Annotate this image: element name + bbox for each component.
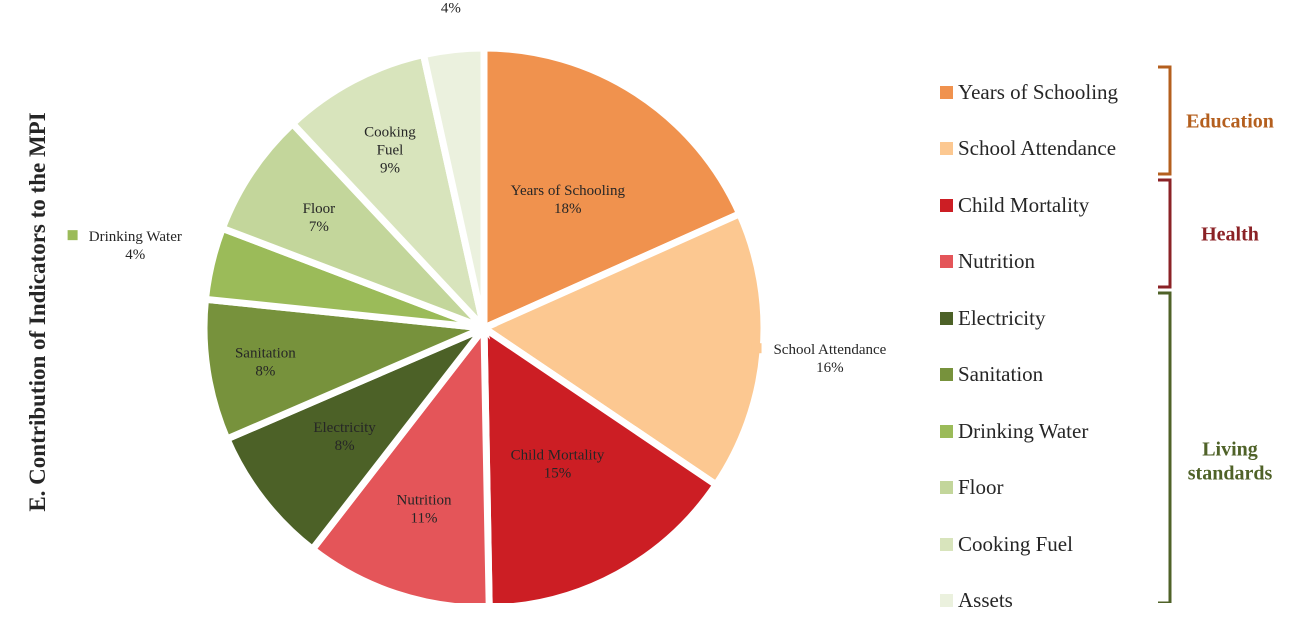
legend: Years of Schooling School Attendance Child… [940, 64, 1118, 629]
legend-swatch [940, 312, 953, 325]
data-label-percent: 18% [554, 201, 582, 217]
data-label-assets: Assets4% [412, 0, 471, 17]
legend-swatch [940, 425, 953, 438]
data-label-drinking-water: Drinking Water 4% [68, 229, 182, 263]
data-label-school-attendance: School Attendance 16% [752, 342, 887, 376]
data-label-name: Years of Schooling [511, 183, 626, 199]
legend-swatch [940, 199, 953, 212]
svg-text:Living: Living [1202, 439, 1258, 461]
legend-label: Electricity [958, 306, 1045, 331]
svg-text:Health: Health [1201, 224, 1259, 246]
data-label-marker [752, 343, 762, 353]
data-label-percent: 9% [380, 161, 400, 177]
data-label-name: Sanitation [235, 346, 296, 362]
data-label-percent: 8% [255, 364, 275, 380]
legend-label: Floor [958, 475, 1004, 500]
legend-item-child-mortality: Child Mortality [940, 177, 1118, 234]
legend-item-assets: Assets [940, 573, 1118, 629]
legend-item-sanitation: Sanitation [940, 347, 1118, 404]
legend-item-years-of-schooling: Years of Schooling [940, 64, 1118, 121]
legend-swatch [940, 142, 953, 155]
legend-swatch [940, 538, 953, 551]
svg-text:Education: Education [1186, 111, 1274, 133]
data-label-name: Fuel [377, 143, 404, 159]
legend-item-electricity: Electricity [940, 290, 1118, 347]
legend-label: Assets [958, 588, 1013, 613]
data-label-percent: 15% [544, 465, 572, 481]
group-bracket-education [1158, 67, 1170, 174]
data-label-percent: 8% [335, 438, 355, 454]
legend-label: Nutrition [958, 249, 1035, 274]
legend-label: Drinking Water [958, 419, 1088, 444]
legend-swatch [940, 594, 953, 607]
data-label-percent: 11% [411, 511, 438, 527]
legend-swatch [940, 255, 953, 268]
data-label-name: Child Mortality [511, 447, 605, 463]
data-label-percent: 7% [309, 219, 329, 235]
data-label-percent: 16% [816, 360, 844, 376]
legend-item-nutrition: Nutrition [940, 234, 1118, 291]
legend-swatch [940, 481, 953, 494]
data-label-marker [68, 230, 78, 240]
legend-item-cooking-fuel: Cooking Fuel [940, 516, 1118, 573]
svg-text:standards: standards [1188, 463, 1273, 485]
data-label-name: Electricity [313, 420, 376, 436]
group-label-education: Education [1186, 111, 1274, 133]
data-label-name: Floor [303, 201, 336, 217]
data-label-name: Cooking [364, 125, 416, 141]
legend-label: School Attendance [958, 136, 1116, 161]
legend-label: Cooking Fuel [958, 532, 1073, 557]
legend-swatch [940, 86, 953, 99]
legend-label: Child Mortality [958, 193, 1089, 218]
group-label-health: Health [1201, 224, 1259, 246]
data-label-percent: 4% [125, 247, 145, 263]
legend-item-floor: Floor [940, 460, 1118, 517]
data-label-percent: 4% [441, 1, 461, 17]
legend-item-school-attendance: School Attendance [940, 121, 1118, 178]
data-label-name: Drinking Water [89, 229, 182, 245]
group-bracket-health [1158, 180, 1170, 287]
legend-label: Years of Schooling [958, 80, 1118, 105]
legend-item-drinking-water: Drinking Water [940, 403, 1118, 460]
legend-swatch [940, 368, 953, 381]
group-bracket-living-standards [1158, 293, 1170, 603]
data-label-name: Nutrition [397, 493, 452, 509]
data-label-name: School Attendance [773, 342, 886, 358]
legend-label: Sanitation [958, 362, 1043, 387]
